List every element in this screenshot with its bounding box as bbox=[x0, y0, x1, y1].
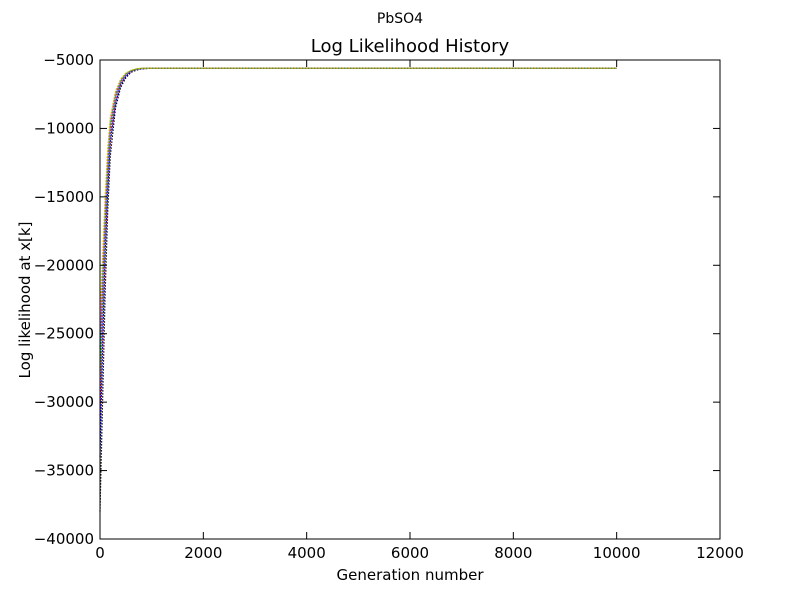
x-tick-label: 12000 bbox=[696, 544, 744, 562]
x-tick-label: 2000 bbox=[184, 544, 222, 562]
x-tick-label: 6000 bbox=[391, 544, 429, 562]
ticks-layer: 0 2000 4000 6000 8000 10000 12000 −40000 −35000 −… bbox=[34, 51, 744, 562]
y-tick-label: −10000 bbox=[34, 119, 94, 137]
figure-suptitle: PbSO4 bbox=[377, 11, 423, 27]
series-line-1 bbox=[99, 67, 617, 512]
series-line-5 bbox=[99, 67, 617, 368]
x-tick-label: 4000 bbox=[288, 544, 326, 562]
series-layer bbox=[99, 67, 617, 512]
x-axis-label: Generation number bbox=[337, 566, 485, 584]
plot-frame bbox=[99, 59, 721, 540]
y-tick-label: −25000 bbox=[34, 325, 94, 343]
y-tick-label: −30000 bbox=[34, 393, 94, 411]
chart-title: Log Likelihood History bbox=[311, 36, 510, 57]
series-line-4 bbox=[99, 67, 617, 389]
y-tick-label: −15000 bbox=[34, 188, 94, 206]
x-tick-label: 10000 bbox=[593, 544, 641, 562]
y-tick-label: −5000 bbox=[43, 51, 94, 69]
y-axis-label: Log likelihood at x[k] bbox=[16, 222, 34, 379]
y-tick-label: −40000 bbox=[34, 530, 94, 548]
y-tick-label: −20000 bbox=[34, 256, 94, 274]
series-line-3 bbox=[99, 67, 617, 416]
series-line-7 bbox=[99, 67, 617, 321]
y-tick-label: −35000 bbox=[34, 462, 94, 480]
series-line-6 bbox=[99, 67, 617, 348]
x-tick-label: 0 bbox=[95, 544, 105, 562]
x-tick-label: 8000 bbox=[494, 544, 532, 562]
series-line-2 bbox=[99, 67, 617, 457]
